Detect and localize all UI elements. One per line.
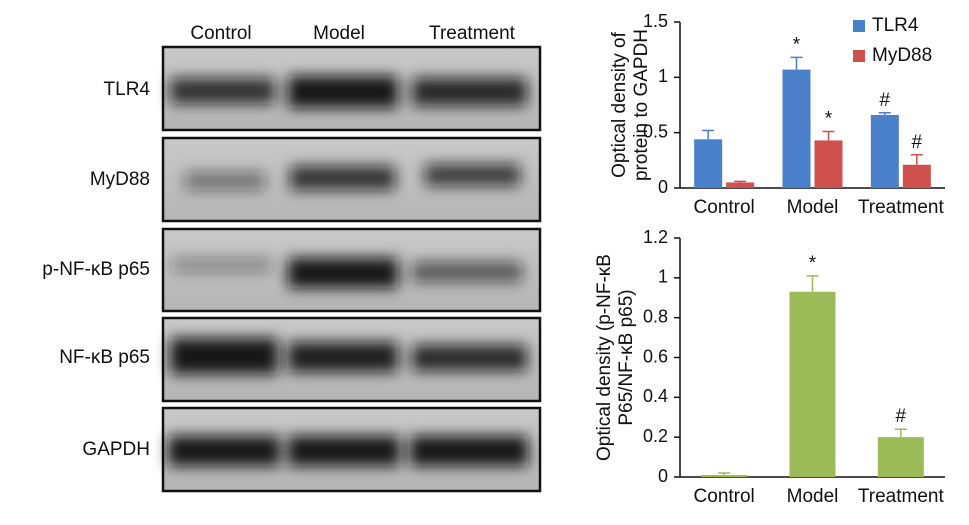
error-bar <box>894 428 907 438</box>
legend-label: MyD88 <box>872 45 932 66</box>
y-tick-label: 1.5 <box>643 11 668 31</box>
y-tick-label: 0.5 <box>643 121 668 141</box>
y-tick-label: 1 <box>658 267 668 287</box>
row-label: TLR4 <box>104 79 151 100</box>
significance-label: * <box>809 253 817 274</box>
y-tick-label: 1.2 <box>643 227 668 247</box>
x-tick-label: Treatment <box>858 197 945 218</box>
bar <box>701 475 748 477</box>
bar <box>694 139 723 188</box>
row-label: NF-κB p65 <box>59 347 150 368</box>
bands <box>168 76 528 466</box>
error-bar <box>822 130 835 141</box>
x-tick-label: Control <box>694 197 755 218</box>
bar <box>726 182 755 188</box>
bar <box>877 437 924 477</box>
bar <box>870 114 899 188</box>
x-tick-label: Model <box>787 486 839 507</box>
row-label: GAPDH <box>82 439 150 460</box>
y-tick-label: 0.2 <box>643 426 668 446</box>
error-bar <box>702 129 715 140</box>
y-tick-label: 0.4 <box>643 386 668 406</box>
lane-label: Treatment <box>429 23 516 44</box>
x-tick-label: Control <box>694 486 755 507</box>
error-bar <box>806 275 819 292</box>
error-bar <box>910 154 923 165</box>
y-tick-label: 1 <box>658 66 668 86</box>
bar <box>902 164 931 188</box>
significance-label: * <box>793 34 801 55</box>
x-tick-label: Model <box>787 197 839 218</box>
y-axis-label: P65/NF-κB p65) <box>616 289 637 425</box>
y-tick-label: 0 <box>658 177 668 197</box>
y-axis-label: Optical density of <box>609 31 630 177</box>
x-tick-label: Treatment <box>858 486 945 507</box>
significance-label: # <box>896 406 907 427</box>
bar <box>814 140 843 188</box>
significance-label: # <box>880 90 891 111</box>
y-axis-label: Optical density (p-NF-κB <box>594 254 615 461</box>
lane-label: Model <box>313 23 365 44</box>
y-tick-label: 0.6 <box>643 346 668 366</box>
significance-label: # <box>912 132 923 153</box>
blot: Control Model Treatment TLR4 MyD88 p-NF-… <box>42 23 542 493</box>
legend-swatch <box>853 50 865 62</box>
lane-label: Control <box>190 23 251 44</box>
y-tick-label: 0 <box>658 466 668 486</box>
y-tick-label: 0.8 <box>643 306 668 326</box>
error-bar <box>718 472 731 476</box>
row-label: MyD88 <box>90 169 150 190</box>
legend-swatch <box>853 20 865 32</box>
error-bar <box>790 56 803 70</box>
bar <box>782 69 811 188</box>
legend-label: TLR4 <box>872 15 919 36</box>
bar <box>789 291 836 477</box>
row-label: p-NF-κB p65 <box>42 259 150 280</box>
significance-label: * <box>825 109 833 130</box>
y-axis-label: protein to GAPDH <box>631 29 652 181</box>
error-bar <box>734 180 747 183</box>
error-bar <box>878 111 891 115</box>
